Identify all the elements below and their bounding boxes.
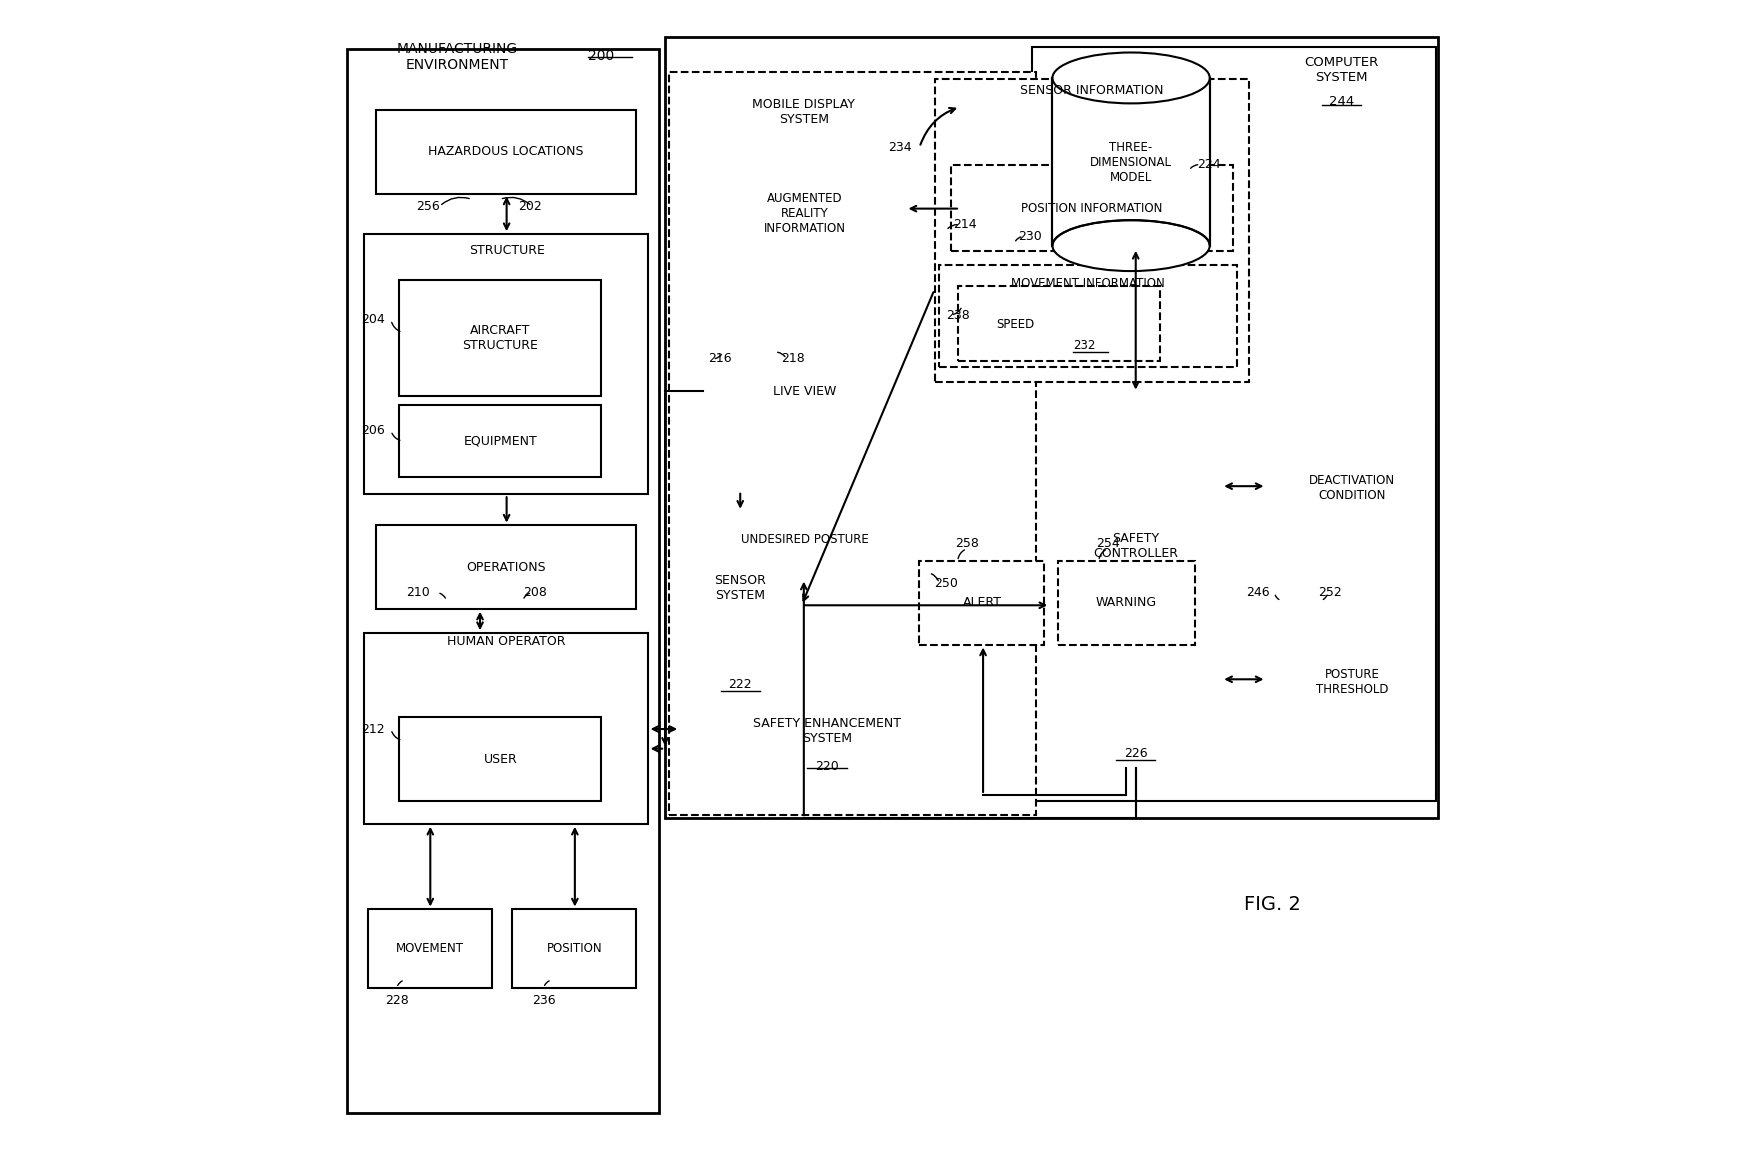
Text: COMPUTER
SYSTEM: COMPUTER SYSTEM (1304, 56, 1377, 84)
Bar (1052, 78, 1209, 245)
Text: OPERATIONS: OPERATIONS (466, 560, 546, 574)
Bar (664, 37, 1437, 818)
Text: 234: 234 (887, 141, 910, 153)
Bar (938, 265, 1237, 367)
Bar (703, 352, 905, 431)
Text: 224: 224 (1197, 158, 1219, 171)
Bar (1265, 428, 1437, 548)
Text: UNDESIRED POSTURE: UNDESIRED POSTURE (740, 533, 868, 546)
Bar (680, 80, 928, 490)
Bar (367, 910, 492, 988)
Text: 206: 206 (362, 424, 385, 437)
Bar (1049, 393, 1221, 768)
Text: 236: 236 (532, 994, 555, 1006)
Bar (399, 717, 601, 801)
Text: WARNING: WARNING (1095, 596, 1156, 610)
Text: 244: 244 (1328, 95, 1353, 108)
Text: MOBILE DISPLAY
SYSTEM: MOBILE DISPLAY SYSTEM (752, 98, 856, 125)
Bar (364, 633, 647, 824)
Text: 220: 220 (815, 760, 838, 773)
Text: 204: 204 (362, 313, 385, 327)
Text: 226: 226 (1123, 747, 1147, 760)
Text: 222: 222 (727, 677, 752, 691)
Text: 200: 200 (587, 49, 613, 63)
Text: 238: 238 (945, 309, 970, 322)
Bar (399, 406, 601, 476)
Text: MOVEMENT INFORMATION: MOVEMENT INFORMATION (1010, 278, 1165, 290)
Text: 246: 246 (1246, 586, 1269, 600)
Bar (346, 49, 659, 1113)
Text: THREE-
DIMENSIONAL
MODEL: THREE- DIMENSIONAL MODEL (1089, 141, 1172, 184)
Bar (364, 234, 647, 494)
Text: SENSOR
SYSTEM: SENSOR SYSTEM (713, 574, 766, 602)
Bar (399, 280, 601, 396)
Text: 254: 254 (1095, 538, 1119, 551)
Bar (376, 110, 636, 194)
Text: 258: 258 (954, 538, 979, 551)
Text: USER: USER (483, 753, 517, 766)
Bar (919, 561, 1044, 645)
Text: HAZARDOUS LOCATIONS: HAZARDOUS LOCATIONS (429, 145, 583, 158)
Ellipse shape (1052, 52, 1209, 103)
Text: 208: 208 (522, 586, 546, 600)
Text: 210: 210 (406, 586, 430, 600)
Ellipse shape (1052, 220, 1209, 271)
Bar (958, 286, 1160, 361)
Bar (935, 79, 1249, 382)
Text: 216: 216 (708, 352, 731, 366)
Bar (668, 72, 1035, 815)
Text: FIG. 2: FIG. 2 (1242, 895, 1300, 914)
Bar (1058, 561, 1195, 645)
Bar (680, 500, 928, 579)
Text: 252: 252 (1318, 586, 1341, 600)
Text: SAFETY
CONTROLLER: SAFETY CONTROLLER (1093, 532, 1177, 560)
Text: SAFETY ENHANCEMENT
SYSTEM: SAFETY ENHANCEMENT SYSTEM (752, 717, 900, 745)
Text: SPEED: SPEED (996, 317, 1035, 331)
Text: 214: 214 (952, 218, 977, 231)
Text: AIRCRAFT
STRUCTURE: AIRCRAFT STRUCTURE (462, 324, 538, 352)
Text: MANUFACTURING
ENVIRONMENT: MANUFACTURING ENVIRONMENT (395, 42, 517, 72)
Text: STRUCTURE: STRUCTURE (469, 244, 545, 257)
Bar (703, 130, 905, 297)
Text: POSITION: POSITION (546, 942, 601, 955)
Bar (1265, 627, 1437, 737)
Text: 256: 256 (416, 200, 439, 213)
Text: SENSOR INFORMATION: SENSOR INFORMATION (1019, 84, 1163, 98)
Text: 218: 218 (780, 352, 805, 366)
Text: 250: 250 (935, 576, 958, 590)
Text: POSTURE
THRESHOLD: POSTURE THRESHOLD (1314, 668, 1388, 696)
Text: HUMAN OPERATOR: HUMAN OPERATOR (446, 634, 566, 647)
Bar (1031, 46, 1435, 801)
Text: EQUIPMENT: EQUIPMENT (464, 435, 538, 447)
Text: AUGMENTED
REALITY
INFORMATION: AUGMENTED REALITY INFORMATION (763, 193, 845, 236)
Bar (511, 910, 636, 988)
Text: 212: 212 (362, 723, 385, 736)
Text: 230: 230 (1017, 230, 1040, 243)
Text: 232: 232 (1074, 339, 1095, 352)
Text: MOVEMENT: MOVEMENT (395, 942, 464, 955)
Bar (680, 511, 801, 700)
Text: DEACTIVATION
CONDITION: DEACTIVATION CONDITION (1309, 474, 1395, 502)
Text: LIVE VIEW: LIVE VIEW (773, 385, 836, 397)
Text: ALERT: ALERT (961, 596, 1001, 610)
Text: POSITION INFORMATION: POSITION INFORMATION (1021, 202, 1161, 215)
Text: 228: 228 (385, 994, 408, 1006)
Bar (376, 525, 636, 609)
Bar (951, 165, 1232, 251)
Text: 202: 202 (518, 200, 541, 213)
